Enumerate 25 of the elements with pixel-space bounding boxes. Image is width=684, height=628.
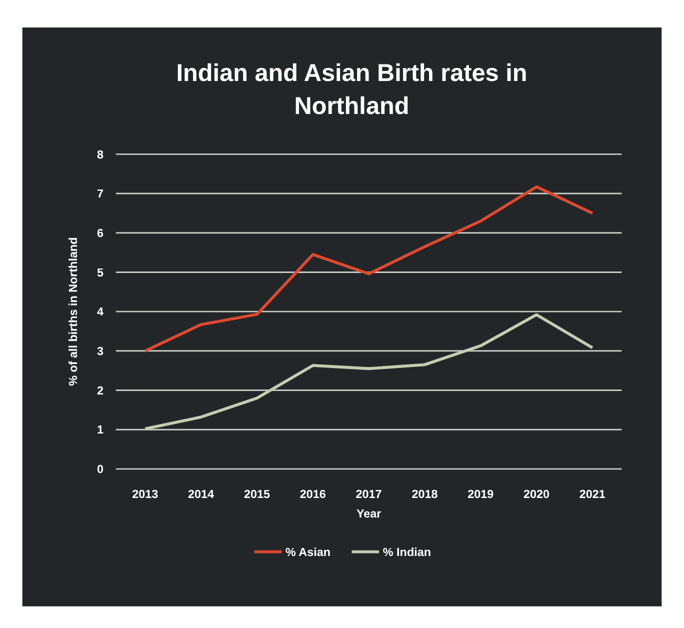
y-tick-label: 3: [97, 345, 104, 358]
x-tick-label: 2013: [132, 488, 159, 502]
y-axis-title: % of all births in Northland: [66, 237, 80, 386]
x-tick-label: 2017: [356, 488, 382, 502]
y-tick-label: 2: [97, 384, 104, 398]
legend-label: % Asian: [285, 546, 331, 559]
y-tick-label: 1: [97, 424, 104, 437]
y-tick-label: 5: [97, 266, 104, 280]
chart-title: Indian and Asian Birth rates in Northland: [176, 60, 528, 120]
x-tick-label: 2020: [524, 488, 550, 502]
y-tick-label: 7: [97, 188, 104, 201]
y-tick-label: 8: [97, 148, 104, 162]
x-tick-label: 2018: [412, 488, 438, 502]
x-tick-label: 2014: [188, 488, 215, 502]
line-series: [144, 185, 594, 352]
y-tick-label: 0: [97, 463, 104, 476]
x-tick-label: 2015: [244, 488, 270, 502]
x-axis-title: Year: [356, 508, 382, 521]
x-tick-label: 2019: [468, 488, 494, 502]
x-tick-label: 2021: [579, 488, 606, 502]
x-tick-label: 2016: [300, 488, 326, 502]
y-tick-label: 6: [97, 226, 104, 240]
legend-label: % Indian: [382, 546, 431, 559]
line-series: [144, 313, 594, 430]
y-tick-label: 4: [97, 306, 104, 319]
